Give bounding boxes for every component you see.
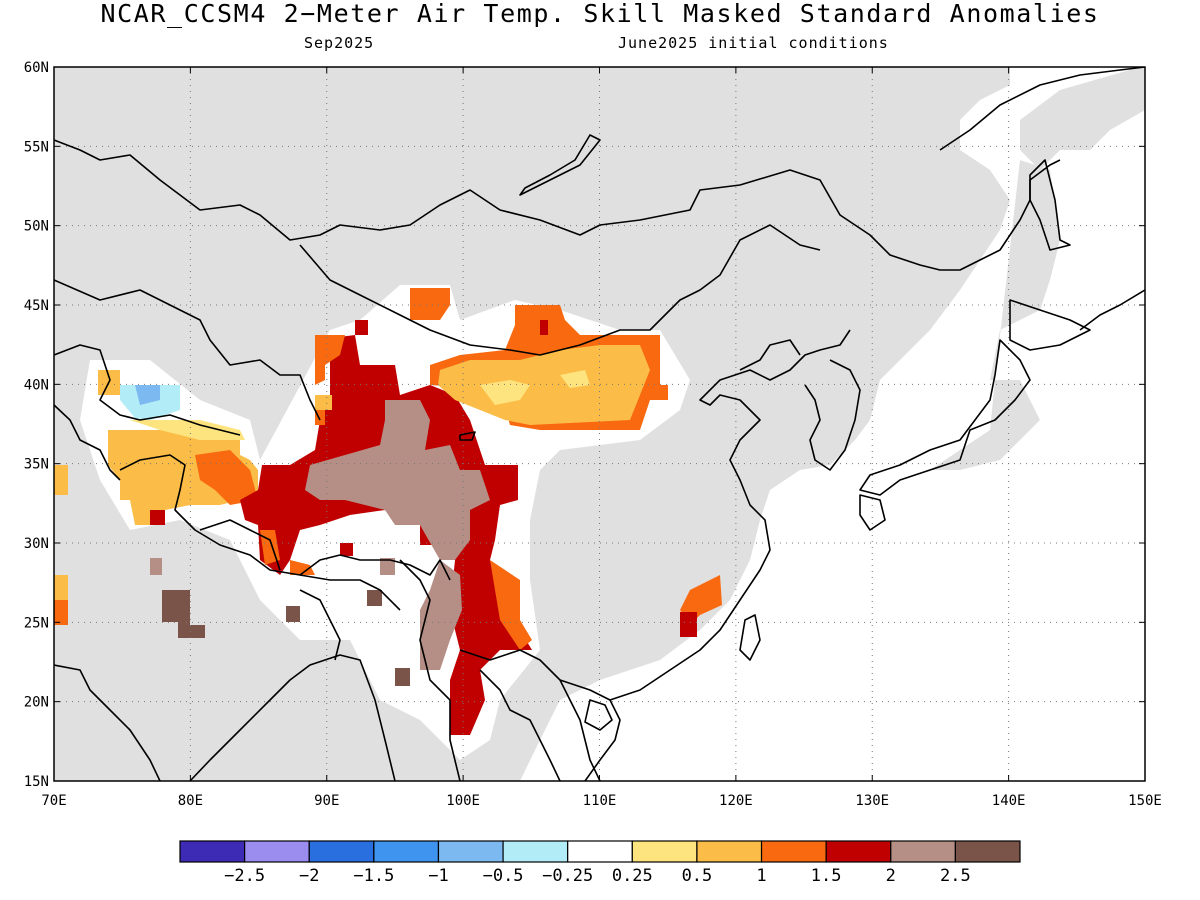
colorbar-swatch	[631, 840, 698, 863]
border-central-asia	[54, 279, 321, 421]
lat-tick-label: 20N	[24, 695, 49, 711]
coast-korea	[804, 359, 861, 471]
coast-japan-kyushu	[859, 494, 886, 531]
anomaly-tibet-red-small	[340, 543, 353, 556]
colorbar-swatch	[308, 840, 375, 863]
coast-japan-honshu	[859, 339, 1031, 496]
lon-tick-label: 140E	[992, 793, 1026, 809]
coast-india	[54, 664, 161, 781]
land-masked-japan	[930, 160, 1060, 470]
coast-hainan	[584, 699, 613, 731]
map-title: NCAR_CCSM4 2−Meter Air Temp. Skill Maske…	[100, 0, 1100, 28]
lat-tick-label: 40N	[24, 377, 49, 393]
anomaly-westedge-gold	[54, 370, 120, 625]
coast-russia-far-east	[939, 67, 1145, 151]
coast-sakhalin	[1029, 159, 1071, 251]
border-afghan	[54, 404, 121, 481]
anomaly-india-dark-brown	[162, 590, 410, 686]
border-north	[54, 139, 1061, 271]
anomaly-tarim-blue	[135, 385, 160, 405]
land-masked-kamchatka	[1020, 67, 1145, 170]
axis-ticks: 70E 80E 90E 100E 110E 120E 130E 140E 150E 60N 55N 5…	[24, 60, 1162, 809]
coast-japan-hokkaido	[1009, 299, 1091, 351]
anomaly-mongolia-light	[480, 370, 590, 405]
initial-conditions: June2025 initial conditions	[618, 34, 889, 52]
colorbar: −2.5 −2 −1.5 −1 −0.5 −0.25 0.25 0.5 1 1.5 2 2.5	[179, 840, 1021, 886]
colorbar-label: 1	[756, 866, 766, 886]
lon-tick-label: 90E	[314, 793, 339, 809]
anomaly-mongolia-gold	[438, 345, 650, 425]
colorbar-swatch	[244, 840, 310, 863]
anomaly-westedge-orange	[54, 600, 68, 625]
colorbar-label: 1.5	[811, 866, 842, 886]
colorbar-label: −2.5	[224, 866, 265, 886]
anomaly-tibet-red	[240, 335, 532, 735]
lon-tick-label: 110E	[583, 793, 617, 809]
colorbar-label: −1.5	[353, 866, 394, 886]
colorbar-label: −0.5	[483, 866, 524, 886]
lat-tick-label: 15N	[24, 774, 49, 790]
valid-month: Sep2025	[304, 34, 375, 52]
graticule	[54, 67, 1145, 781]
lake-qinghai	[459, 431, 476, 441]
lat-tick-label: 45N	[24, 298, 49, 314]
border-laos	[479, 669, 561, 781]
lat-tick-label: 25N	[24, 615, 49, 631]
anomaly-nepal-red	[150, 510, 165, 525]
anomaly-fujian-red	[680, 612, 697, 637]
colorbar-swatch	[437, 840, 504, 863]
colorbar-swatch	[567, 840, 633, 863]
lat-tick-label: 55N	[24, 139, 49, 155]
lat-tick-label: 30N	[24, 536, 49, 552]
colorbar-swatch	[373, 840, 440, 863]
lat-tick-label: 50N	[24, 219, 49, 235]
colorbar-label: −1	[428, 866, 448, 886]
anomaly-himalaya-light	[130, 420, 245, 440]
anomaly-tibet-gold	[315, 395, 332, 410]
coast-bay-of-bengal	[189, 654, 396, 781]
lon-tick-label: 120E	[719, 793, 753, 809]
colorbar-label: −2	[299, 866, 319, 886]
anomaly-tibet-orange	[260, 335, 532, 650]
colorbar-label: 2	[886, 866, 896, 886]
border-central-asia-2	[54, 344, 241, 436]
colorbar-swatch	[890, 840, 956, 863]
colorbar-swatch	[502, 840, 569, 863]
coast-vietnam	[559, 679, 621, 781]
border-bangladesh	[299, 574, 401, 661]
border-mongolia-south	[299, 224, 821, 356]
anomaly-yunnan-brown	[420, 560, 462, 670]
anomaly-fills	[54, 288, 722, 735]
colorbar-swatch	[760, 840, 827, 863]
lon-tick-label: 130E	[855, 793, 889, 809]
border-myanmar	[399, 559, 461, 781]
colorbar-swatch	[179, 840, 246, 863]
lat-tick-label: 35N	[24, 457, 49, 473]
lon-tick-label: 100E	[446, 793, 480, 809]
colorbar-label: 0.25	[612, 866, 653, 886]
colorbar-label: 0.5	[682, 866, 713, 886]
map-plot-area	[54, 67, 1145, 781]
colorbar-swatch	[696, 840, 763, 863]
lon-tick-label: 80E	[178, 793, 203, 809]
coast-kurils	[1079, 289, 1145, 331]
anomaly-tibet-brown	[305, 400, 490, 560]
coast-china	[609, 329, 851, 701]
lake-baikal	[519, 134, 601, 196]
lon-tick-label: 150E	[1128, 793, 1162, 809]
lat-tick-label: 60N	[24, 60, 49, 76]
border-himalaya	[119, 454, 451, 581]
border-india-nepal	[199, 519, 281, 571]
colorbar-label: −0.25	[542, 866, 593, 886]
coastlines-borders	[54, 67, 1145, 781]
lon-tick-label: 70E	[41, 793, 66, 809]
colorbar-label: 2.5	[940, 866, 971, 886]
colorbar-swatch	[825, 840, 892, 863]
coast-bohai	[739, 339, 801, 371]
coast-taiwan	[739, 614, 761, 661]
colorbar-swatch	[954, 840, 1021, 863]
